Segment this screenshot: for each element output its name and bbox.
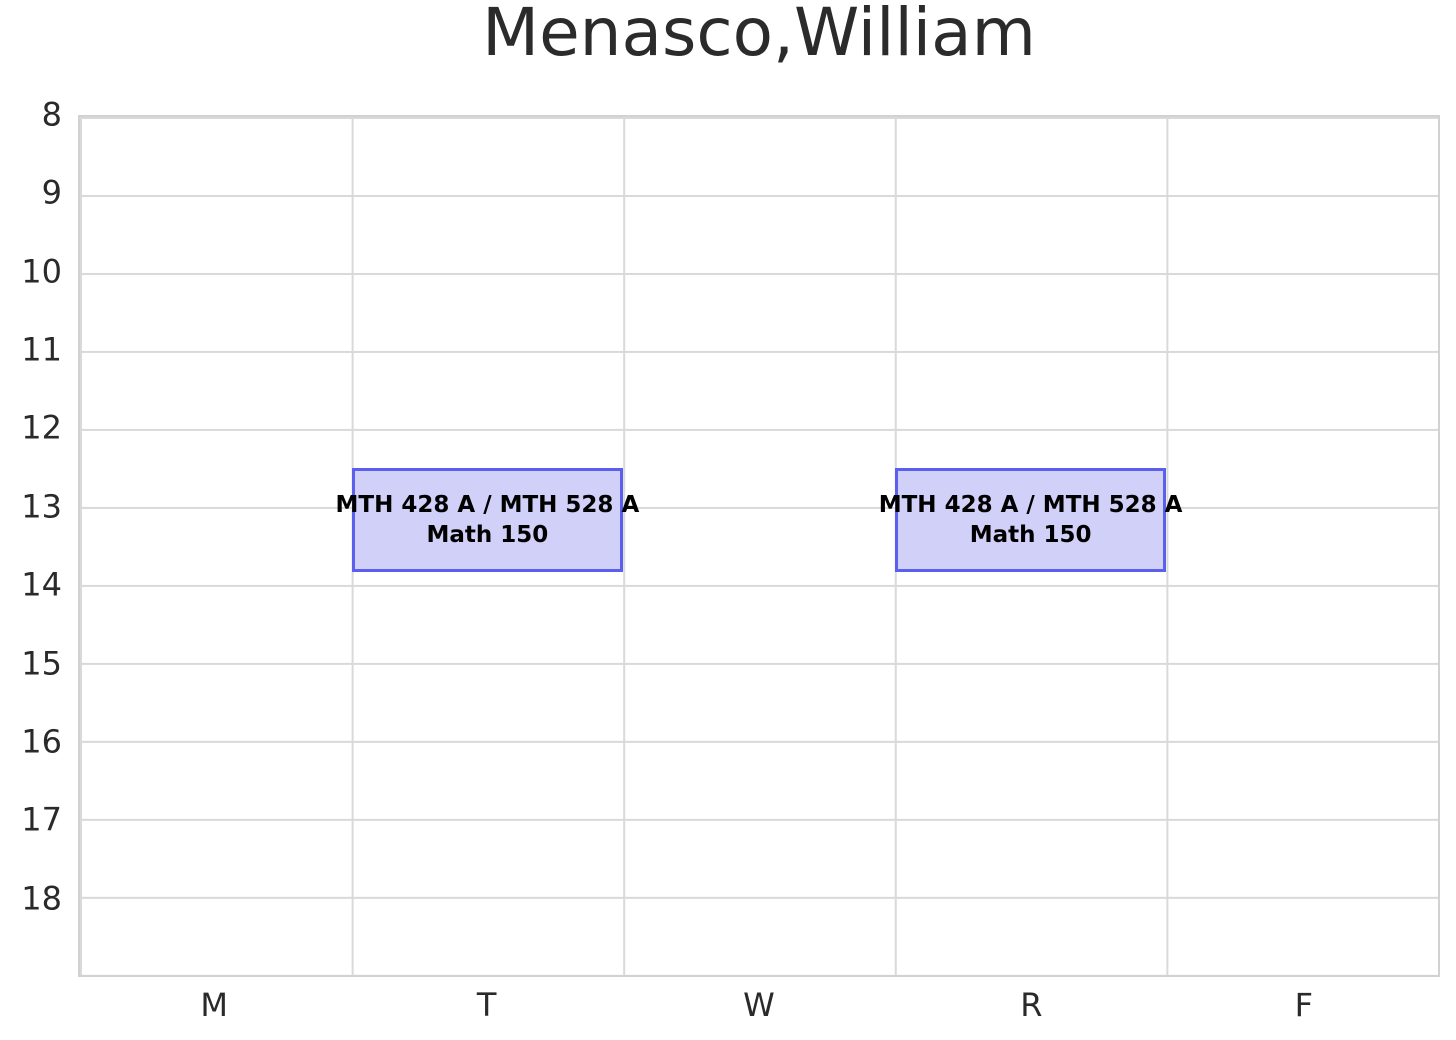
event-course-label: MTH 428 A / MTH 528 A	[335, 491, 640, 518]
event-room-label: Math 150	[426, 521, 549, 548]
y-tick-label: 18	[21, 879, 62, 918]
y-tick-label: 16	[21, 722, 62, 761]
y-tick-label: 9	[41, 173, 62, 212]
x-tick-label: F	[1294, 986, 1313, 1024]
plot-area: MTH 428 A / MTH 528 A Math 150 MTH 428 A /…	[78, 115, 1440, 977]
event-course-label: MTH 428 A / MTH 528 A	[878, 491, 1183, 518]
class-event-block: MTH 428 A / MTH 528 A Math 150	[879, 468, 1182, 572]
y-tick-label: 17	[21, 800, 62, 839]
y-axis: 8 9 10 11 12 13 14 15 16 17 18	[0, 97, 62, 977]
event-room-label: Math 150	[969, 521, 1092, 548]
x-tick-label: R	[1020, 986, 1043, 1024]
x-tick-label: M	[200, 986, 228, 1024]
x-tick-label: T	[476, 986, 497, 1024]
chart-title: Menasco,William	[482, 0, 1036, 71]
y-tick-label: 14	[21, 565, 62, 604]
y-tick-label: 11	[21, 330, 62, 369]
x-tick-label: W	[743, 986, 775, 1024]
class-event-block: MTH 428 A / MTH 528 A Math 150	[336, 468, 639, 572]
y-tick-label: 12	[21, 408, 62, 447]
y-tick-label: 10	[21, 252, 62, 291]
y-tick-label: 15	[21, 643, 62, 682]
y-tick-label: 8	[41, 95, 62, 134]
y-tick-label: 13	[21, 487, 62, 526]
